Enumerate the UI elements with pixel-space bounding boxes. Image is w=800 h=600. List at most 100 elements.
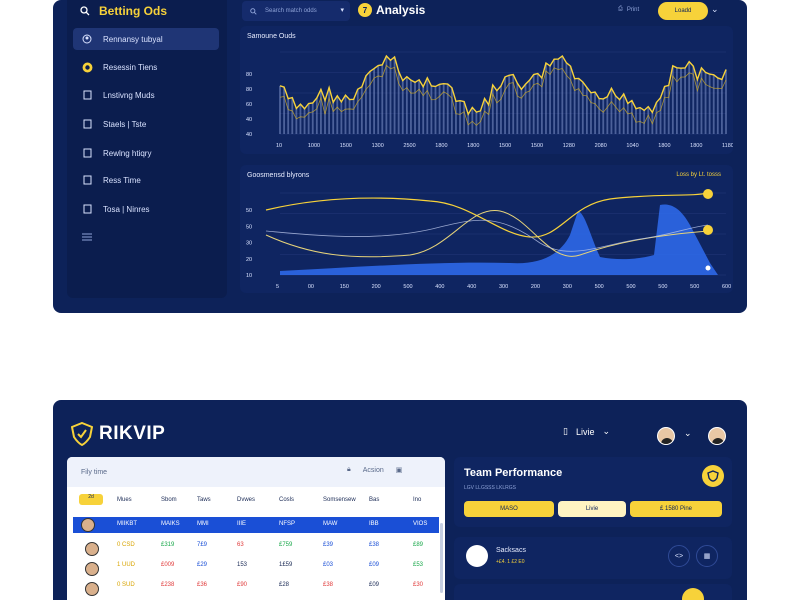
- table-cell: £29: [197, 562, 208, 568]
- column-header[interactable]: Mues: [117, 497, 132, 503]
- chart-odds: Samoune Ouds 80 80 60 40 40 10 1000 1500 1300 250…: [240, 26, 733, 154]
- logo-text: RIKVIP: [99, 423, 166, 444]
- code-icon[interactable]: <>: [668, 545, 690, 567]
- avatar: [85, 582, 99, 596]
- sidebar-item[interactable]: Lnstivng Muds: [73, 84, 219, 106]
- chevron-down-icon: ⌄: [602, 426, 611, 436]
- sidebar-item-label: Tosa | Ninres: [103, 204, 150, 214]
- y-tick-label: 80: [246, 72, 252, 78]
- team-performance-card: Team Performance LGV LLGSSS LKLRGS MASO …: [454, 457, 732, 527]
- sidebar-item[interactable]: Staels | Tste: [73, 113, 219, 135]
- avatar[interactable]: [657, 427, 675, 445]
- action-label[interactable]: Acsion: [362, 466, 384, 474]
- table-cell: 1 UUD: [117, 562, 136, 568]
- table-cell: 153: [237, 562, 248, 568]
- x-tick-label: 1800: [658, 143, 670, 149]
- y-tick-label: 60: [246, 102, 252, 108]
- sidebar-item-label: Rennansy tubyal: [103, 34, 163, 44]
- table-cell: 0 SUD: [117, 582, 135, 588]
- column-header[interactable]: Sbom: [161, 497, 177, 503]
- sidebar-item[interactable]: Ress Time: [73, 169, 219, 191]
- table-cell: £03: [323, 562, 334, 568]
- table-cell: 1£59: [279, 562, 293, 568]
- image-icon[interactable]: ▣: [395, 467, 403, 474]
- bottom-dashboard: RIKVIP ▯ Livie ⌄ ⌄ Fily time 🔒︎ Acsion ▣…: [53, 400, 747, 600]
- avatar: [85, 562, 99, 576]
- x-tick-label: 500: [595, 284, 604, 290]
- chevron-down-icon[interactable]: ⌄: [711, 4, 719, 14]
- x-tick-label: 150: [340, 284, 349, 290]
- column-header[interactable]: Taws: [197, 497, 211, 503]
- segment-button[interactable]: £ 1580 Pine: [630, 501, 722, 517]
- column-header[interactable]: Bas: [369, 497, 380, 503]
- table-cell: £38: [369, 542, 380, 548]
- print-button[interactable]: ⎙ Print: [618, 6, 640, 13]
- table-cell: 0 CSD: [117, 542, 135, 548]
- x-tick-label: 5: [276, 284, 279, 290]
- x-tick-label: 1800: [690, 143, 702, 149]
- table-title: Fily time: [81, 468, 108, 476]
- table-cell: £30: [413, 582, 424, 588]
- shield-icon[interactable]: [702, 465, 724, 487]
- x-tick-label: 1800: [467, 143, 479, 149]
- y-tick-label: 20: [246, 257, 252, 263]
- table-row[interactable]: 0 CSD £319 7£9 63 £759 £39 £38 £89: [73, 537, 439, 556]
- segment-button[interactable]: MASO: [464, 501, 554, 517]
- sidebar-item[interactable]: Tosa | Ninres: [73, 198, 219, 220]
- x-tick-label: 500: [690, 284, 699, 290]
- sidebar-item[interactable]: Rennansy tubyal: [73, 28, 219, 50]
- column-header[interactable]: Cosls: [279, 497, 295, 503]
- x-tick-label: 1000: [308, 143, 320, 149]
- grid-icon[interactable]: ▦: [696, 545, 718, 567]
- search-icon[interactable]: [79, 5, 91, 17]
- sidebar-item-label: Staels | Tste: [103, 119, 147, 129]
- lock-icon[interactable]: 🔒︎: [347, 466, 351, 473]
- search-input[interactable]: Search match odds ▾: [242, 1, 350, 21]
- table-cell: £009: [161, 562, 175, 568]
- scrollbar[interactable]: [440, 523, 443, 593]
- table-cell: £319: [161, 542, 175, 548]
- stat-card: [454, 584, 732, 600]
- avatar[interactable]: [708, 427, 726, 445]
- table-cell: VIOS: [413, 521, 428, 527]
- live-select[interactable]: ▯ Livie ⌄: [563, 426, 611, 437]
- column-header[interactable]: Somsensew: [323, 497, 356, 503]
- filter-pill[interactable]: 2d: [79, 494, 103, 505]
- table-row-highlight[interactable]: MIIKBT MAIKS MMI IIIE NFSP MAW IBB VIOS: [73, 517, 439, 533]
- x-tick-label: 500: [626, 284, 635, 290]
- expand-icon[interactable]: ⌄: [684, 428, 692, 438]
- y-tick-label: 50: [246, 208, 252, 214]
- column-header[interactable]: Dvwes: [237, 497, 256, 503]
- table-cell: £759: [279, 542, 293, 548]
- doc-icon: [81, 118, 93, 130]
- chart-trends: Goosmensd blyrons Loss by Lt. tosss 50 50…: [240, 165, 733, 293]
- chevron-down-icon[interactable]: ▾: [340, 7, 344, 14]
- y-tick-label: 10: [246, 273, 252, 279]
- analysis-badge: 7: [358, 3, 372, 17]
- sidebar-item[interactable]: Resessin Tiens: [73, 56, 219, 78]
- action-circle[interactable]: [682, 588, 704, 600]
- sidebar-item-label: Lnstivng Muds: [103, 90, 155, 100]
- x-tick-label: 1280: [563, 143, 575, 149]
- table-row[interactable]: 0 SUD £238 £36 £90 £28 £38 £09 £30: [73, 577, 439, 596]
- table-cell: £53: [413, 562, 424, 568]
- doc-icon: [81, 203, 93, 215]
- segment-button[interactable]: Livie: [558, 501, 626, 517]
- action-button[interactable]: Loadd: [658, 2, 708, 20]
- printer-icon: ⎙: [618, 6, 623, 12]
- sidebar-item[interactable]: Rewlng htiqry: [73, 142, 219, 164]
- stat-card: Sacksacs +£4. 1 £2 E0 <> ▦: [454, 537, 732, 579]
- y-tick-label: 80: [246, 87, 252, 93]
- table-cell: MMI: [197, 521, 209, 527]
- brand: Betting Ods: [79, 4, 167, 18]
- avatar: [81, 518, 95, 532]
- sidebar: Betting Ods Rennansy tubyal Resessin Tien…: [67, 0, 227, 298]
- table-row[interactable]: 1 UUD £009 £29 153 1£59 £03 £09 £53: [73, 557, 439, 576]
- sidebar-item-label: Rewlng htiqry: [103, 148, 152, 158]
- sidebar-item[interactable]: [73, 226, 219, 248]
- x-tick-label: 1040: [626, 143, 638, 149]
- x-tick-label: 600: [722, 284, 731, 290]
- y-tick-label: 50: [246, 224, 252, 230]
- column-header[interactable]: Ino: [413, 497, 422, 503]
- doc-icon: [81, 89, 93, 101]
